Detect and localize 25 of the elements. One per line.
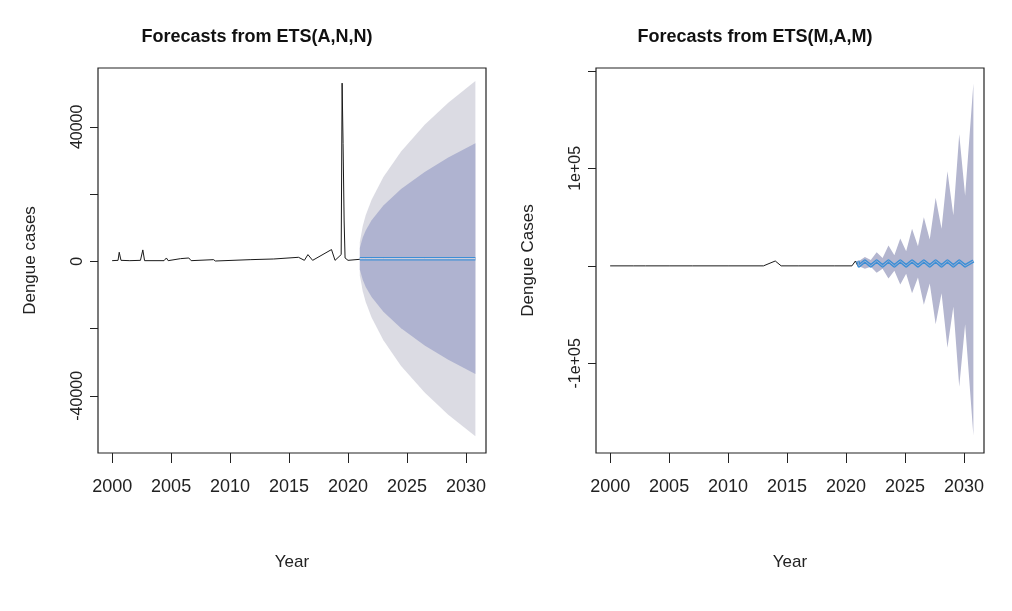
y-axis-title: Dengue Cases — [518, 204, 537, 317]
y-tick-label: 40000 — [67, 104, 85, 150]
x-tick-label: 2025 — [386, 476, 428, 496]
y-tick-label: -1e+05 — [565, 338, 583, 389]
x-tick-label: 2010 — [210, 476, 251, 496]
chart-title: Forecasts from ETS(M,A,M) — [637, 26, 873, 46]
x-tick-label: 2000 — [590, 476, 631, 496]
x-tick-label: 2030 — [445, 476, 486, 496]
x-tick-label: 2025 — [884, 476, 926, 496]
x-tick-label: 2030 — [943, 476, 984, 496]
x-tick-label: 2015 — [269, 476, 310, 496]
x-axis-title: Year — [772, 552, 808, 571]
x-tick-label: 2005 — [151, 476, 192, 496]
y-tick-label: 1e+05 — [565, 145, 583, 191]
x-tick-label: 2020 — [327, 476, 369, 496]
x-axis-title: Year — [274, 552, 310, 571]
chart-title: Forecasts from ETS(A,N,N) — [141, 26, 373, 46]
x-tick-label: 2005 — [649, 476, 690, 496]
y-tick-label: 0 — [67, 256, 85, 266]
x-tick-label: 2000 — [92, 476, 133, 496]
y-tick-label: -40000 — [67, 370, 85, 421]
x-tick-label: 2020 — [825, 476, 867, 496]
x-tick-label: 2010 — [708, 476, 749, 496]
x-tick-label: 2015 — [767, 476, 808, 496]
y-axis-title: Dengue cases — [20, 206, 39, 315]
